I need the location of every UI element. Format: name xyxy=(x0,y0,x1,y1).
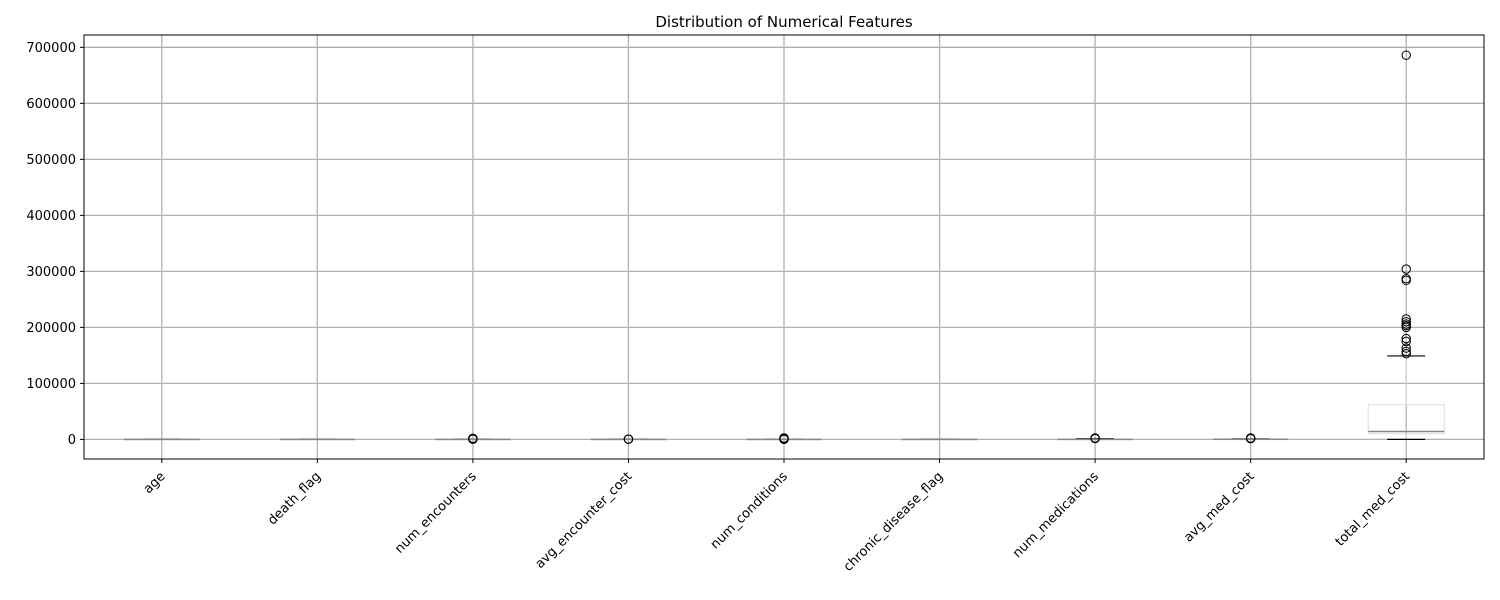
box-avg_encounter_cost xyxy=(589,434,667,444)
x-tick-label: chronic_disease_flag xyxy=(841,469,946,574)
x-tick-label: avg_med_cost xyxy=(1181,469,1257,545)
x-tick-label: death_flag xyxy=(265,469,324,528)
outlier-point xyxy=(1401,264,1411,274)
box-death_flag xyxy=(278,438,356,441)
grid-lines xyxy=(84,35,1484,459)
outlier-point xyxy=(1401,343,1411,353)
outlier-point xyxy=(1401,50,1411,60)
outlier-point xyxy=(468,433,478,443)
outlier-point xyxy=(1245,433,1256,443)
box-avg_med_cost xyxy=(1212,433,1290,444)
y-axis: 0 100000 200000 300000 400000 500000 600000 700… xyxy=(26,41,84,448)
y-tick-label: 100000 xyxy=(26,377,76,392)
outlier-point xyxy=(779,433,789,443)
outlier-point xyxy=(1401,273,1411,284)
box-chronic_disease_flag xyxy=(901,438,979,441)
y-tick-label: 600000 xyxy=(26,97,76,112)
box-num_conditions xyxy=(745,433,823,445)
x-axis: age death_flag num_encounters avg_encounter… xyxy=(141,459,1413,575)
outlier-point xyxy=(1090,433,1100,443)
outlier-point xyxy=(1401,314,1411,324)
box-num_encounters xyxy=(434,433,512,444)
y-tick-label: 400000 xyxy=(26,209,76,224)
box-num_medications xyxy=(1056,433,1134,444)
box-age xyxy=(123,438,201,441)
box-rect xyxy=(1367,404,1445,435)
box-total_med_cost xyxy=(1367,50,1445,440)
y-tick-label: 0 xyxy=(68,433,76,448)
y-tick-label: 300000 xyxy=(26,265,76,280)
outlier-point xyxy=(1401,333,1411,344)
x-tick-label: avg_encounter_cost xyxy=(533,469,636,572)
outlier-point xyxy=(1401,349,1411,359)
y-tick-label: 500000 xyxy=(26,153,76,168)
x-tick-label: num_conditions xyxy=(708,469,791,552)
y-tick-label: 700000 xyxy=(26,41,76,56)
chart-title: Distribution of Numerical Features xyxy=(655,13,912,31)
x-tick-label: num_medications xyxy=(1010,469,1102,561)
outlier-point xyxy=(1401,317,1411,327)
outlier-point xyxy=(1401,319,1411,329)
x-tick-label: num_encounters xyxy=(392,469,480,557)
outlier-point xyxy=(1401,346,1411,357)
x-tick-label: total_med_cost xyxy=(1333,469,1413,549)
outlier-point xyxy=(623,434,634,444)
outlier-point xyxy=(1401,336,1411,347)
x-tick-label: age xyxy=(141,469,169,497)
y-tick-label: 200000 xyxy=(26,321,76,336)
box-series xyxy=(123,50,1445,445)
